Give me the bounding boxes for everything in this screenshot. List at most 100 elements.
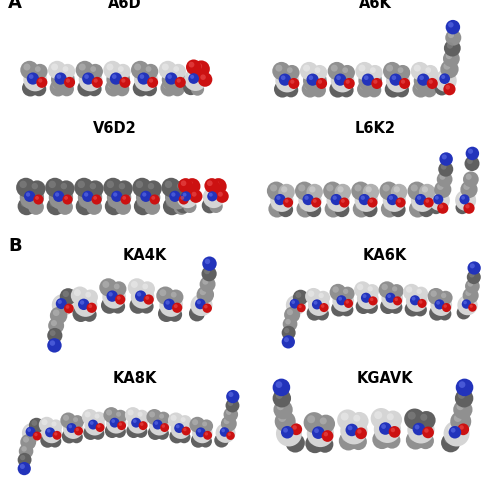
Circle shape: [62, 291, 69, 297]
Circle shape: [150, 428, 156, 433]
Circle shape: [418, 299, 426, 308]
Circle shape: [353, 200, 370, 218]
Circle shape: [52, 431, 62, 440]
Circle shape: [279, 74, 291, 86]
Circle shape: [108, 200, 114, 207]
Circle shape: [406, 430, 425, 450]
Circle shape: [337, 204, 342, 210]
Circle shape: [334, 184, 351, 200]
Circle shape: [174, 66, 179, 72]
Circle shape: [35, 196, 39, 200]
Circle shape: [381, 424, 386, 429]
Circle shape: [145, 180, 162, 197]
Circle shape: [117, 296, 120, 300]
Circle shape: [357, 288, 378, 309]
Circle shape: [468, 149, 473, 154]
Circle shape: [416, 289, 422, 294]
Circle shape: [176, 187, 199, 208]
Circle shape: [455, 389, 473, 408]
Circle shape: [466, 290, 471, 296]
Circle shape: [380, 182, 398, 200]
Circle shape: [166, 200, 173, 207]
Circle shape: [454, 414, 462, 422]
Circle shape: [114, 284, 119, 289]
Circle shape: [116, 199, 131, 215]
Circle shape: [32, 82, 46, 96]
Circle shape: [354, 184, 362, 191]
Circle shape: [434, 70, 456, 92]
Circle shape: [414, 287, 428, 300]
Circle shape: [216, 435, 222, 441]
Circle shape: [360, 291, 369, 299]
Circle shape: [209, 193, 213, 196]
Circle shape: [54, 73, 66, 84]
Circle shape: [434, 298, 442, 306]
Circle shape: [78, 299, 90, 310]
Circle shape: [450, 411, 471, 432]
Circle shape: [348, 426, 352, 430]
Circle shape: [432, 203, 436, 208]
Circle shape: [168, 412, 184, 428]
Circle shape: [390, 74, 402, 86]
Circle shape: [284, 328, 290, 333]
Circle shape: [435, 196, 439, 200]
Circle shape: [20, 181, 27, 188]
Circle shape: [58, 300, 62, 304]
Circle shape: [188, 62, 194, 68]
Circle shape: [204, 259, 210, 264]
Circle shape: [64, 431, 70, 436]
Circle shape: [336, 295, 346, 305]
Circle shape: [303, 65, 310, 72]
Circle shape: [116, 64, 130, 79]
Circle shape: [147, 77, 158, 88]
Circle shape: [417, 74, 430, 86]
Circle shape: [328, 62, 346, 80]
Circle shape: [110, 416, 118, 424]
Circle shape: [204, 432, 208, 436]
Circle shape: [117, 421, 126, 430]
Circle shape: [290, 298, 297, 306]
Circle shape: [442, 303, 451, 312]
Circle shape: [62, 194, 72, 205]
Circle shape: [111, 189, 120, 198]
Circle shape: [351, 182, 370, 200]
Circle shape: [191, 433, 206, 448]
Circle shape: [392, 76, 396, 80]
Circle shape: [444, 83, 456, 95]
Circle shape: [403, 284, 420, 300]
Circle shape: [202, 437, 206, 441]
Circle shape: [339, 431, 358, 451]
Circle shape: [108, 292, 113, 297]
Circle shape: [393, 297, 402, 305]
Circle shape: [202, 256, 216, 271]
Circle shape: [448, 32, 454, 38]
Circle shape: [440, 73, 450, 84]
Circle shape: [178, 415, 192, 428]
Circle shape: [180, 417, 186, 422]
Circle shape: [88, 418, 96, 426]
Circle shape: [228, 401, 233, 406]
Circle shape: [374, 416, 401, 443]
Circle shape: [186, 181, 193, 187]
Circle shape: [268, 200, 285, 218]
Circle shape: [336, 76, 341, 80]
Circle shape: [456, 201, 469, 214]
Circle shape: [88, 420, 98, 430]
Circle shape: [404, 301, 420, 317]
Circle shape: [414, 303, 427, 316]
Circle shape: [204, 178, 220, 193]
Circle shape: [429, 305, 444, 321]
Circle shape: [461, 196, 465, 200]
Text: KA6K: KA6K: [363, 248, 407, 263]
Circle shape: [419, 300, 422, 304]
Circle shape: [276, 65, 282, 72]
Circle shape: [410, 62, 429, 80]
Circle shape: [292, 425, 297, 430]
Circle shape: [186, 82, 192, 88]
Circle shape: [110, 299, 125, 314]
Circle shape: [395, 65, 410, 80]
Circle shape: [176, 197, 191, 214]
Circle shape: [414, 425, 420, 430]
Circle shape: [342, 305, 347, 310]
Circle shape: [387, 294, 391, 298]
